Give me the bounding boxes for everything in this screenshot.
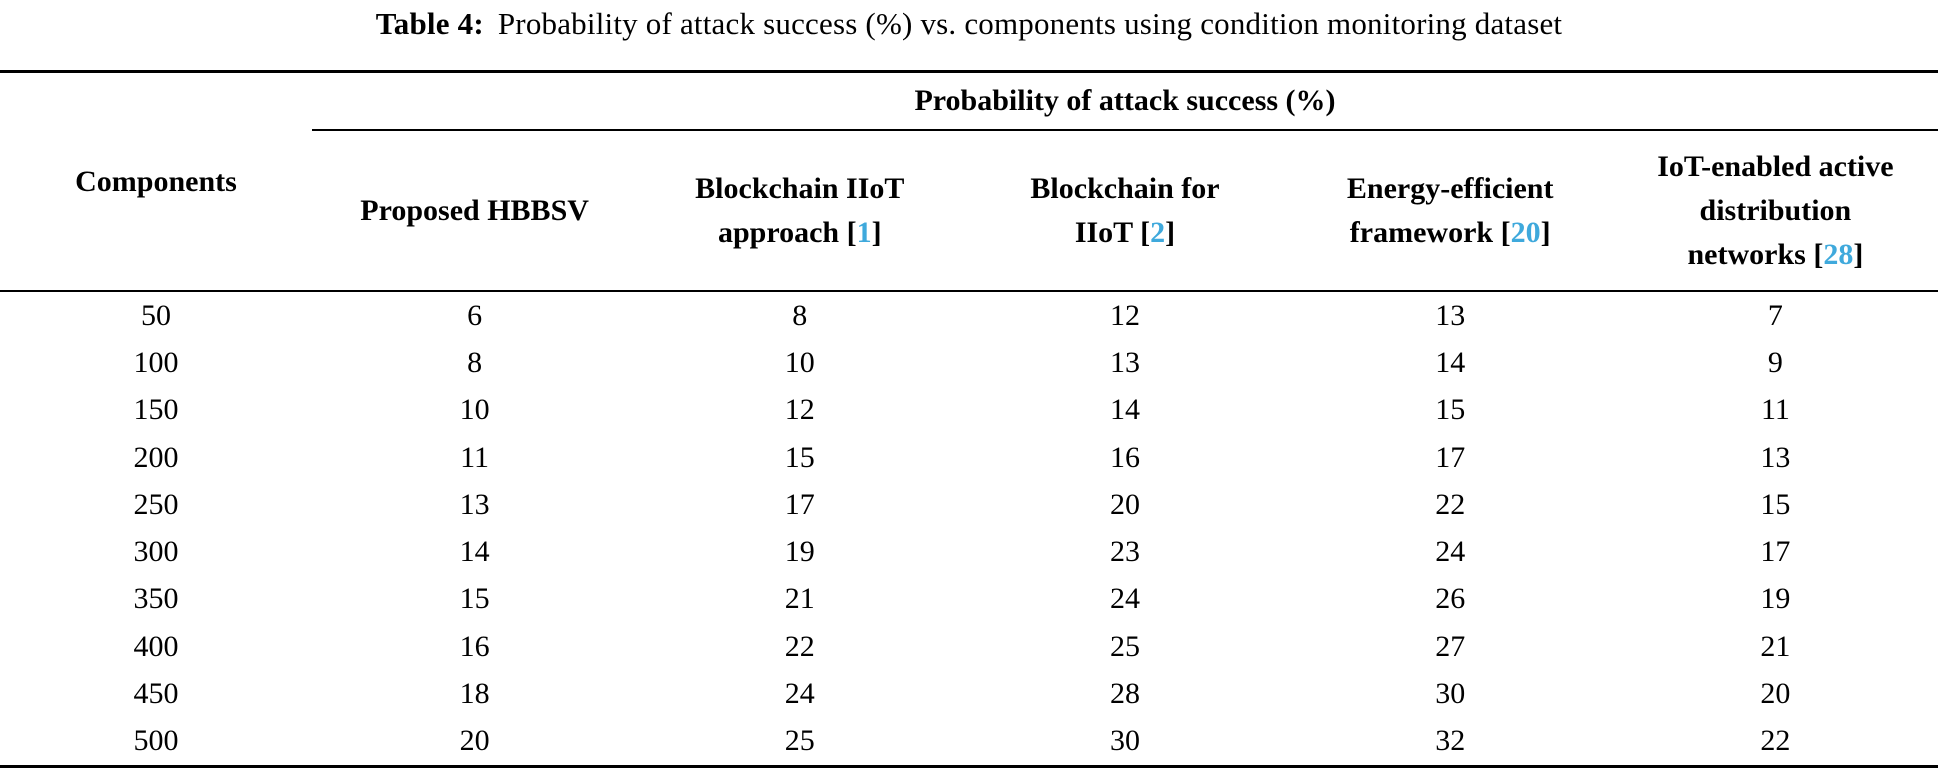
value-cell: 20 [1109,487,1140,521]
value-cell: 20 [459,724,490,758]
components-cell: 250 [133,487,179,521]
table-caption: Table 4: Probability of attack success (… [0,0,1938,70]
column-header-line: Blockchain IIoT [695,171,905,205]
column-header-line: Blockchain for [1030,171,1220,205]
table-row: 250 13 17 20 22 15 [0,481,1938,528]
data-table: Components Probability of attack success… [0,70,1938,768]
citation-link[interactable]: 20 [1510,215,1541,249]
value-cell: 25 [1109,629,1140,663]
value-cell: 9 [1767,345,1783,379]
value-cell: 19 [784,535,815,569]
value-cell: 22 [784,629,815,663]
value-cell: 26 [1435,582,1466,616]
column-header-line: framework [20] [1349,215,1551,249]
value-cell: 13 [459,487,490,521]
table-row: 150 10 12 14 15 11 [0,387,1938,434]
value-cell: 14 [1109,393,1140,427]
value-cell: 17 [1760,535,1791,569]
table-row: 500 20 25 30 32 22 [0,718,1938,765]
value-cell: 12 [1109,298,1140,332]
value-cell: 21 [784,582,815,616]
column-header-line: IIoT [2] [1074,215,1176,249]
spanning-header-probability: Probability of attack success (%) [312,73,1938,131]
column-header-line: Proposed HBBSV [360,193,589,227]
table-row: 400 16 22 25 27 21 [0,623,1938,670]
value-cell: 11 [1760,393,1790,427]
citation-link[interactable]: 2 [1150,215,1166,249]
value-cell: 15 [459,582,490,616]
value-cell: 24 [784,677,815,711]
column-header-line: approach [1] [717,215,882,249]
value-cell: 27 [1435,629,1466,663]
value-cell: 24 [1435,535,1466,569]
value-cell: 22 [1435,487,1466,521]
components-cell: 200 [133,440,179,474]
value-cell: 14 [459,535,490,569]
column-header-line: distribution [1699,193,1852,227]
value-cell: 22 [1760,724,1791,758]
components-cell: 150 [133,393,179,427]
value-cell: 8 [792,298,808,332]
value-cell: 17 [1435,440,1466,474]
value-cell: 25 [784,724,815,758]
value-cell: 10 [459,393,490,427]
table-header: Components Probability of attack success… [0,73,1938,292]
column-header-method: Blockchain for IIoT [2] [962,131,1287,290]
value-cell: 30 [1109,724,1140,758]
table-row: 350 15 21 24 26 19 [0,576,1938,623]
column-header-method: Proposed HBBSV [312,131,637,290]
table-row: 450 18 24 28 30 20 [0,670,1938,717]
column-header-method: Energy-efficient framework [20] [1288,131,1613,290]
column-header-line: Energy-efficient [1346,171,1554,205]
table-caption-text: Probability of attack success (%) vs. co… [497,6,1563,41]
value-cell: 18 [459,677,490,711]
value-cell: 20 [1760,677,1791,711]
table-row: 100 8 10 13 14 9 [0,339,1938,386]
table-row: 200 11 15 16 17 13 [0,434,1938,481]
value-cell: 8 [467,345,483,379]
value-cell: 17 [784,487,815,521]
value-cell: 32 [1435,724,1466,758]
value-cell: 19 [1760,582,1791,616]
components-cell: 500 [133,724,179,758]
value-cell: 11 [460,440,490,474]
value-cell: 16 [1109,440,1140,474]
value-cell: 21 [1760,629,1791,663]
value-cell: 16 [459,629,490,663]
column-header-line: IoT-enabled active [1657,149,1894,183]
column-header-method: IoT-enabled active distribution networks [… [1613,131,1938,290]
citation-link[interactable]: 28 [1823,237,1854,271]
value-cell: 30 [1435,677,1466,711]
value-cell: 14 [1435,345,1466,379]
value-cell: 15 [1760,487,1791,521]
value-cell: 7 [1767,298,1783,332]
value-cell: 13 [1109,345,1140,379]
value-cell: 10 [784,345,815,379]
value-cell: 15 [784,440,815,474]
value-cell: 24 [1109,582,1140,616]
components-cell: 100 [133,345,179,379]
table-row: 50 6 8 12 13 7 [0,292,1938,339]
components-cell: 450 [133,677,179,711]
components-cell: 400 [133,629,179,663]
table-caption-label: Table 4: [375,6,484,41]
column-header-components: Components [75,164,237,198]
citation-link[interactable]: 1 [856,215,872,249]
value-cell: 13 [1435,298,1466,332]
value-cell: 12 [784,393,815,427]
column-header-line: networks [28] [1687,237,1864,271]
components-cell: 300 [133,535,179,569]
value-cell: 28 [1109,677,1140,711]
value-cell: 13 [1760,440,1791,474]
components-cell: 350 [133,582,179,616]
value-cell: 15 [1435,393,1466,427]
column-header-method: Blockchain IIoT approach [1] [637,131,962,290]
table-body: 50 6 8 12 13 7 100 8 10 13 14 9 150 10 12 14 15 11 200 11 15… [0,292,1938,765]
value-cell: 6 [467,298,483,332]
table-row: 300 14 19 23 24 17 [0,528,1938,575]
value-cell: 23 [1109,535,1140,569]
components-cell: 50 [141,298,171,332]
